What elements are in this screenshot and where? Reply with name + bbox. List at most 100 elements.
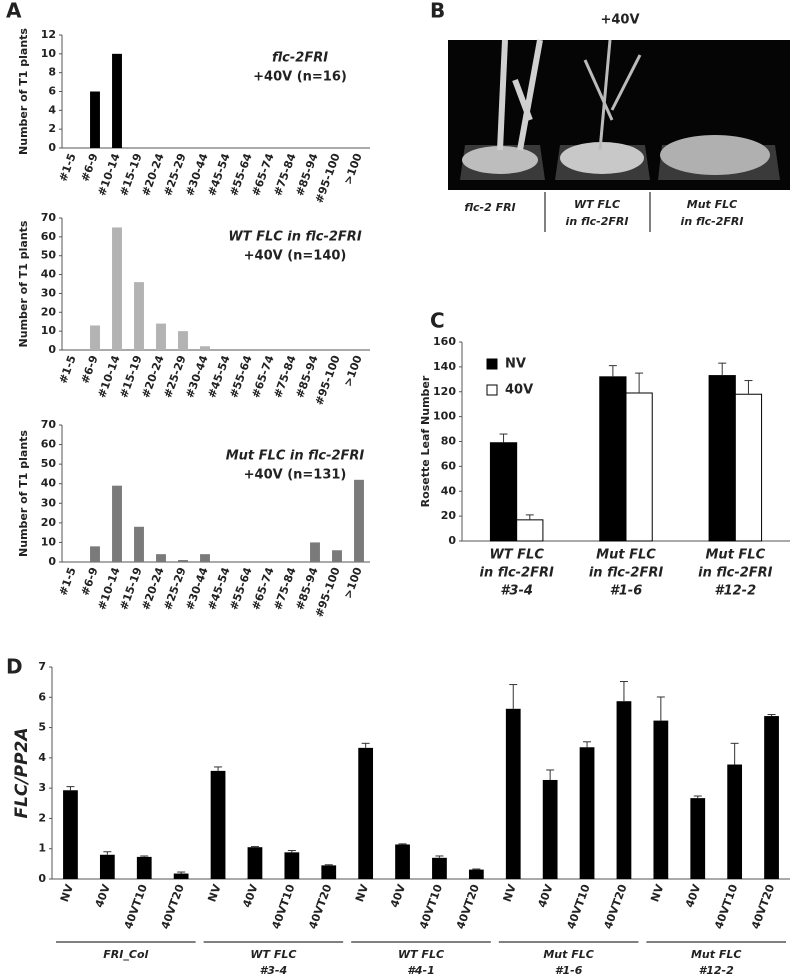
bar [178,331,188,350]
bar [727,764,743,879]
legend-swatch [486,384,498,396]
x-tick-label: 40VT10 [712,882,740,931]
bar [625,392,653,542]
bar [200,346,210,350]
bar [690,798,706,879]
group-label: FRI_Col [103,948,148,961]
y-tick-label: 100 [433,410,456,423]
bar [136,856,152,879]
x-tick-label: NV [353,882,371,904]
y-tick-label: 60 [41,438,57,451]
bar [468,869,484,879]
group-label: WT FLC [250,948,296,961]
y-tick-label: 4 [48,103,56,116]
y-tick-label: 6 [48,85,56,98]
bar [764,716,779,879]
annotation: WT FLC in flc-2FRI [228,230,361,245]
bar [310,542,320,562]
bar [112,227,122,350]
bar [579,747,595,879]
y-tick-label: 4 [38,751,46,764]
y-tick-label: 20 [41,516,57,529]
x-tick-label: #1-5 [56,354,78,386]
x-tick-label: 40VT20 [159,882,187,931]
bar [90,91,100,148]
y-tick-label: 50 [41,457,57,470]
y-tick-label: 40 [441,484,457,497]
x-tick-label: in flc-2FRI [698,566,773,581]
bar [395,844,410,879]
y-tick-label: 2 [48,122,56,135]
y-tick-label: 40 [41,477,57,490]
x-tick-label: >100 [341,151,364,186]
bar [653,720,669,879]
y-tick-label: 12 [41,28,56,41]
rosette [660,135,770,175]
x-tick-label: #1-5 [56,566,78,598]
bar [134,526,144,562]
x-tick-label: NV [501,882,519,904]
annotation: +40V (n=16) [253,70,347,85]
bar [516,519,544,542]
bar [112,485,122,562]
panel-label: D [6,655,23,679]
x-tick-label: #6-9 [78,152,100,184]
photo: +40V flc-2 FRI WT FLC in flc-2FRI Mut FL… [448,13,790,232]
bar [134,282,144,350]
photo-label: flc-2 FRI [464,201,515,214]
y-tick-label: 30 [41,286,57,299]
bar [599,376,627,542]
y-tick-label: 10 [41,324,57,337]
group-label: Mut FLC [543,948,593,961]
y-tick-label: 1 [38,842,46,855]
x-tick-label: #12-2 [715,584,757,599]
x-tick-label: 40VT10 [565,882,593,931]
y-tick-label: 0 [48,555,56,568]
bar [63,790,78,879]
bar [321,865,337,879]
y-tick-label: 160 [433,335,456,348]
bar [112,53,122,149]
bar [173,873,189,879]
group-label: #3-4 [260,964,288,976]
rosette [560,142,644,174]
y-axis-label: FLC/PP2A [12,727,32,818]
panel-label: A [6,0,22,23]
stem [583,39,642,151]
y-tick-label: 6 [38,690,46,703]
group-label: #4-1 [407,964,435,976]
y-tick-label: 5 [38,721,46,734]
y-tick-label: 8 [48,66,56,79]
x-tick-label: 40V [388,882,409,909]
y-axis-label: Rosette Leaf Number [419,375,432,507]
y-tick-label: 0 [48,343,56,356]
x-tick-label: 40V [93,882,114,909]
x-tick-label: >100 [341,353,364,388]
x-tick-label: 40VT20 [306,882,334,931]
y-tick-label: 20 [441,509,457,522]
x-tick-label: in flc-2FRI [479,566,554,581]
y-axis-label: Number of T1 plants [17,430,30,557]
annotation: flc-2FRI [272,51,328,66]
bar [178,560,188,562]
photo-title: +40V [600,13,639,28]
x-tick-label: 40V [240,882,261,909]
bar [90,325,100,350]
y-tick-label: 20 [41,305,57,318]
bar [542,779,558,879]
group-label: #1-6 [555,964,583,976]
x-tick-label: in flc-2FRI [589,566,664,581]
y-axis-label: Number of T1 plants [17,28,30,155]
group-label: WT FLC [398,948,444,961]
bar [99,854,115,879]
photo-label: in flc-2FRI [681,215,744,228]
bar [332,550,342,562]
y-tick-label: 70 [41,211,57,224]
y-tick-label: 80 [441,435,457,448]
bar [708,375,736,542]
panel-label: C [430,309,445,333]
y-axis-label: Number of T1 plants [17,220,30,347]
bar [354,479,364,562]
